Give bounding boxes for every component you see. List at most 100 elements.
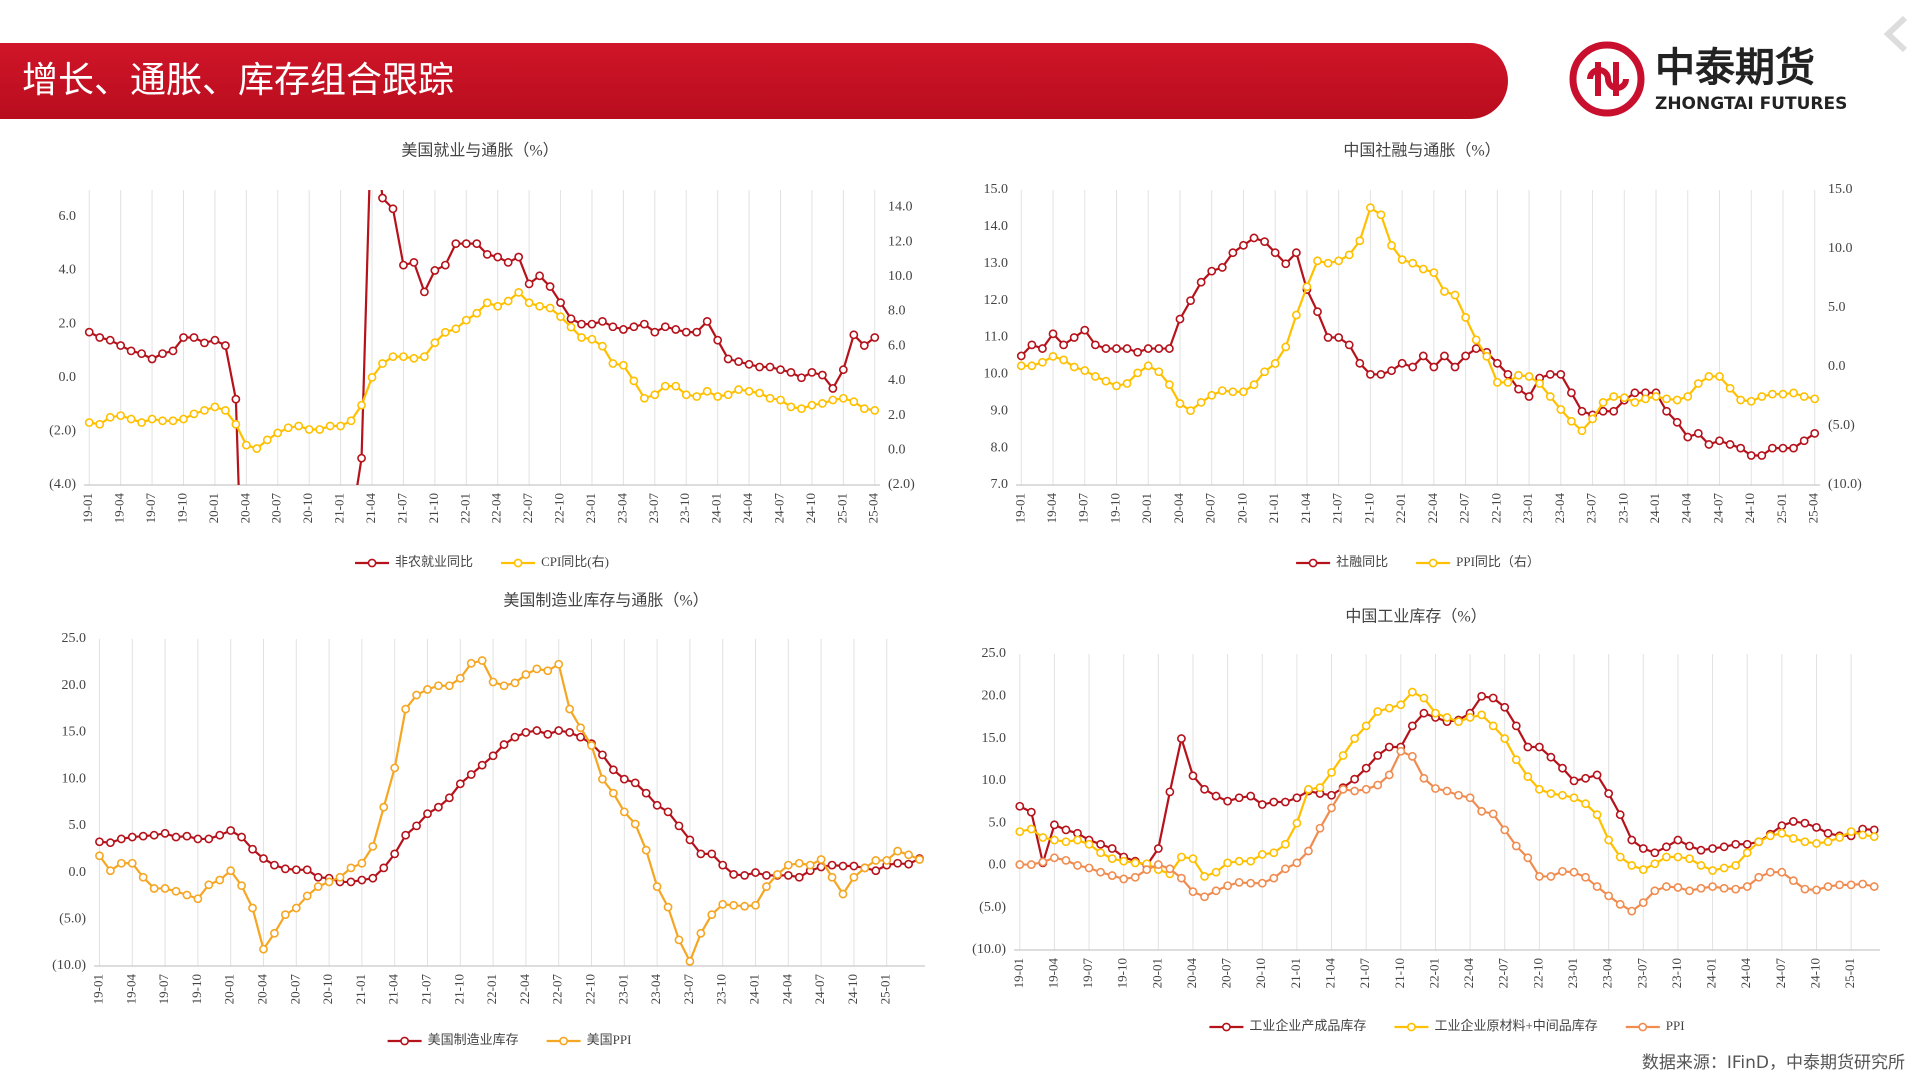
point bbox=[671, 381, 681, 391]
point bbox=[252, 444, 262, 453]
point bbox=[337, 535, 344, 542]
point bbox=[1767, 389, 1777, 399]
point bbox=[291, 903, 301, 913]
point bbox=[1615, 899, 1625, 909]
x-tick-label: 22-07 bbox=[1496, 958, 1511, 989]
x-tick-label: 24-07 bbox=[812, 974, 827, 1005]
point bbox=[1270, 248, 1280, 258]
point bbox=[1130, 858, 1140, 868]
legend-item: 社融同比 bbox=[1296, 554, 1388, 569]
y-tick-label: 5.0 bbox=[989, 815, 1007, 830]
point bbox=[1835, 833, 1844, 842]
x-tick-label: 19-07 bbox=[1076, 493, 1091, 524]
legend-label: 美国制造业库存 bbox=[428, 1032, 519, 1047]
point bbox=[1026, 807, 1036, 817]
legend-marker bbox=[1428, 558, 1438, 568]
point bbox=[1715, 372, 1724, 381]
point bbox=[1545, 392, 1555, 401]
legend-marker bbox=[400, 1036, 409, 1046]
legend: 工业企业产成品库存 工业企业原材料+中间品库存 PPI bbox=[1209, 1018, 1685, 1033]
point bbox=[347, 522, 354, 529]
plot bbox=[84, 190, 880, 542]
point bbox=[783, 870, 793, 880]
point bbox=[1302, 282, 1312, 292]
point bbox=[388, 204, 398, 214]
point bbox=[1715, 436, 1724, 446]
point bbox=[797, 404, 806, 414]
x-tick-label: 22-07 bbox=[1457, 493, 1472, 524]
y-tick-label: 0.0 bbox=[59, 370, 77, 385]
point bbox=[751, 900, 760, 910]
point bbox=[1641, 394, 1650, 404]
point bbox=[1719, 863, 1729, 873]
point bbox=[740, 870, 749, 880]
point bbox=[718, 860, 728, 870]
point bbox=[1107, 854, 1117, 864]
point bbox=[1397, 255, 1407, 265]
point bbox=[1177, 873, 1186, 883]
point bbox=[503, 296, 513, 306]
x-tick-label: 19-01 bbox=[90, 974, 105, 1004]
point bbox=[1228, 387, 1238, 397]
x-tick-label: 23-04 bbox=[1552, 493, 1567, 524]
point bbox=[692, 327, 702, 337]
point bbox=[762, 870, 771, 880]
point bbox=[510, 678, 520, 688]
y-tick-label: 9.0 bbox=[991, 403, 1009, 418]
point bbox=[499, 740, 509, 749]
point bbox=[556, 312, 565, 322]
point bbox=[838, 861, 848, 871]
point bbox=[1673, 852, 1683, 862]
y-tick-label: 5.0 bbox=[69, 818, 87, 833]
point bbox=[652, 800, 662, 810]
series-line bbox=[88, 190, 876, 485]
point bbox=[1373, 751, 1383, 760]
y-tick-label: 14.0 bbox=[984, 219, 1009, 234]
point bbox=[440, 260, 450, 270]
point bbox=[1112, 344, 1121, 353]
point bbox=[641, 788, 651, 798]
point bbox=[106, 838, 115, 848]
legend-label: 工业企业原材料+中间品库存 bbox=[1434, 1018, 1597, 1033]
point bbox=[346, 863, 356, 873]
y-tick-label: 0.0 bbox=[69, 865, 87, 880]
y-tick-label: 6.0 bbox=[59, 209, 77, 224]
legend-item: 美国PPI bbox=[546, 1032, 631, 1047]
point bbox=[1492, 358, 1502, 368]
point bbox=[794, 872, 804, 882]
point bbox=[1090, 340, 1100, 350]
point bbox=[702, 386, 712, 396]
point bbox=[455, 779, 465, 789]
x-tick-label: 23-07 bbox=[1584, 493, 1599, 524]
point bbox=[423, 685, 432, 694]
x-tick-label: 21-01 bbox=[1266, 493, 1281, 523]
point bbox=[1084, 839, 1094, 849]
x-tick-label: 23-01 bbox=[1520, 493, 1535, 523]
point bbox=[1269, 873, 1279, 883]
point bbox=[671, 325, 681, 334]
point bbox=[598, 774, 607, 784]
point bbox=[1257, 878, 1267, 888]
x-tick-label: 23-01 bbox=[583, 493, 598, 523]
point bbox=[1431, 708, 1440, 718]
point bbox=[503, 258, 513, 267]
point bbox=[1281, 259, 1291, 269]
point bbox=[138, 872, 148, 882]
point bbox=[1154, 367, 1164, 377]
point bbox=[451, 239, 461, 249]
point bbox=[193, 894, 203, 904]
point bbox=[1789, 443, 1798, 453]
point bbox=[849, 861, 859, 871]
x-tick-label: 23-10 bbox=[1669, 958, 1684, 988]
point bbox=[1789, 817, 1798, 826]
point bbox=[1059, 355, 1069, 365]
point bbox=[1778, 443, 1788, 453]
point bbox=[1673, 883, 1683, 892]
x-tick-label: 23-10 bbox=[1615, 493, 1630, 523]
legend-marker bbox=[1308, 558, 1318, 568]
point bbox=[828, 384, 838, 393]
point bbox=[270, 928, 279, 938]
x-tick-label: 19-01 bbox=[80, 493, 95, 523]
point bbox=[168, 416, 178, 426]
point bbox=[1683, 392, 1693, 401]
